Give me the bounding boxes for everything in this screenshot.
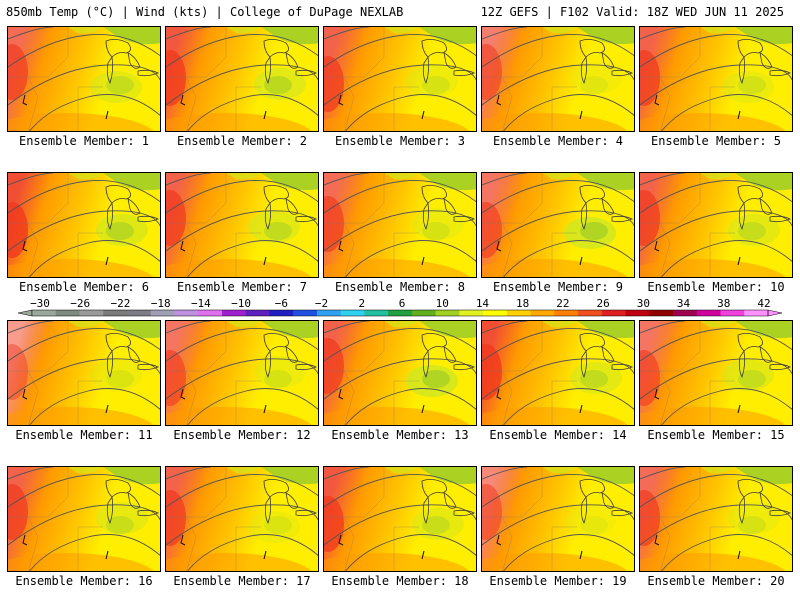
colorbar-swatch (673, 310, 698, 316)
ensemble-member-map (323, 466, 477, 572)
ensemble-member-map (7, 26, 161, 132)
chart-title: 850mb Temp (°C) | Wind (kts) | College o… (6, 5, 404, 19)
colorbar-swatch (720, 310, 745, 316)
ensemble-member-map (639, 26, 793, 132)
ensemble-member-map (165, 320, 319, 426)
ensemble-member-label: Ensemble Member: 4 (492, 134, 624, 148)
colorbar-tick-label: −18 (151, 297, 171, 310)
colorbar-swatch (340, 310, 365, 316)
colorbar-tick-label: −2 (315, 297, 328, 310)
ensemble-member-label: Ensemble Member: 13 (331, 428, 469, 442)
ensemble-member-label: Ensemble Member: 8 (334, 280, 466, 294)
colorbar-swatch (744, 310, 769, 316)
colorbar-swatch (649, 310, 674, 316)
colorbar-arrow-left (17, 309, 33, 317)
colorbar-swatch (174, 310, 199, 316)
ensemble-member-map (323, 320, 477, 426)
colorbar-swatch (435, 310, 460, 316)
ensemble-member-label: Ensemble Member: 6 (18, 280, 150, 294)
ensemble-member-label: Ensemble Member: 9 (492, 280, 624, 294)
colorbar-tick-label: 22 (556, 297, 569, 310)
ensemble-member-label: Ensemble Member: 17 (173, 574, 311, 588)
colorbar-swatch (506, 310, 532, 316)
colorbar-tick-label: 34 (677, 297, 691, 310)
colorbar-tick-label: 42 (757, 297, 770, 310)
ensemble-member-map (639, 320, 793, 426)
colorbar-tick-label: −30 (30, 297, 50, 310)
colorbar-tick-label: 10 (436, 297, 449, 310)
colorbar-swatch (269, 310, 294, 316)
colorbar-tick-label: 6 (399, 297, 406, 310)
ensemble-member-map (165, 172, 319, 278)
colorbar-swatch (245, 310, 270, 316)
ensemble-member-label: Ensemble Member: 5 (650, 134, 782, 148)
colorbar-swatch (316, 310, 342, 316)
colorbar-tick-label: −10 (231, 297, 251, 310)
colorbar-swatch (103, 310, 128, 316)
colorbar-swatch (459, 310, 484, 316)
ensemble-member-label: Ensemble Member: 7 (176, 280, 308, 294)
ensemble-member-map (481, 466, 635, 572)
colorbar-swatch (411, 310, 437, 316)
colorbar-swatch (55, 310, 80, 316)
ensemble-member-map (481, 26, 635, 132)
ensemble-member-map (165, 26, 319, 132)
ensemble-member-map (7, 320, 161, 426)
colorbar-swatch (32, 310, 57, 316)
colorbar-tick-label: −14 (191, 297, 211, 310)
ensemble-member-label: Ensemble Member: 15 (647, 428, 785, 442)
ensemble-member-map (639, 466, 793, 572)
ensemble-member-map (323, 172, 477, 278)
colorbar-swatch (601, 310, 627, 316)
model-run-info: 12Z GEFS | F102 Valid: 18Z WED JUN 11 20… (480, 5, 784, 19)
ensemble-member-label: Ensemble Member: 3 (334, 134, 466, 148)
ensemble-member-map (7, 466, 161, 572)
ensemble-member-label: Ensemble Member: 20 (647, 574, 785, 588)
ensemble-member-label: Ensemble Member: 18 (331, 574, 469, 588)
colorbar-tick-label: 2 (358, 297, 365, 310)
ensemble-member-label: Ensemble Member: 19 (489, 574, 627, 588)
ensemble-member-map (323, 26, 477, 132)
colorbar-swatch (578, 310, 603, 316)
colorbar-tick-label: 18 (516, 297, 529, 310)
ensemble-member-map (481, 172, 635, 278)
ensemble-member-label: Ensemble Member: 1 (18, 134, 150, 148)
colorbar-tick-label: −6 (275, 297, 288, 310)
colorbar-tick-label: 38 (717, 297, 730, 310)
ensemble-member-label: Ensemble Member: 16 (15, 574, 153, 588)
ensemble-member-label: Ensemble Member: 11 (15, 428, 153, 442)
colorbar-tick-label: 14 (476, 297, 490, 310)
colorbar-swatch (483, 310, 508, 316)
ensemble-member-map (639, 172, 793, 278)
colorbar-swatch (530, 310, 555, 316)
colorbar-swatch (696, 310, 722, 316)
ensemble-member-label: Ensemble Member: 10 (647, 280, 785, 294)
colorbar-swatch (198, 310, 223, 316)
colorbar-swatch (625, 310, 650, 316)
colorbar-swatch (126, 310, 152, 316)
temperature-colorbar: −30 −26 −22 −18 −14 −10 −6 −2 2 6 10 14 18 22 26 30 34 38… (17, 297, 783, 317)
colorbar-swatch (554, 310, 579, 316)
colorbar-swatch (388, 310, 413, 316)
colorbar-swatch (150, 310, 175, 316)
colorbar-swatch (79, 310, 104, 316)
ensemble-member-label: Ensemble Member: 2 (176, 134, 308, 148)
colorbar-swatch (221, 310, 247, 316)
ensemble-member-map (165, 466, 319, 572)
ensemble-member-map (481, 320, 635, 426)
colorbar-tick-label: 26 (596, 297, 609, 310)
colorbar-swatch (293, 310, 318, 316)
ensemble-member-label: Ensemble Member: 12 (173, 428, 311, 442)
colorbar-swatch (364, 310, 389, 316)
colorbar-tick-label: −22 (111, 297, 131, 310)
colorbar-tick-label: 30 (637, 297, 650, 310)
ensemble-member-label: Ensemble Member: 14 (489, 428, 627, 442)
ensemble-member-map (7, 172, 161, 278)
colorbar-tick-label: −26 (70, 297, 90, 310)
colorbar-arrow-right (767, 309, 783, 317)
